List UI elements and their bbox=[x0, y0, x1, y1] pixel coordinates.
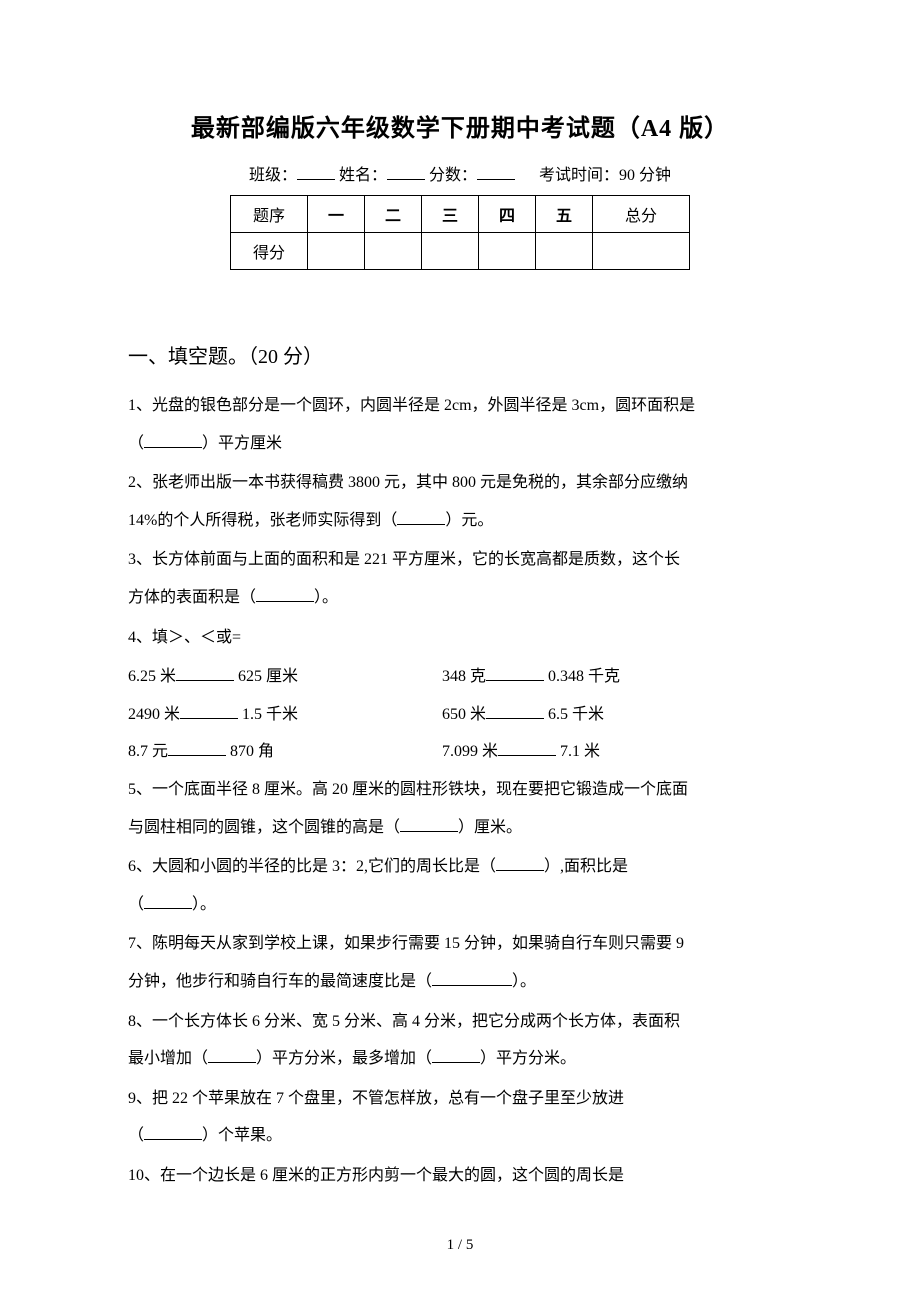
exam-title: 最新部编版六年级数学下册期中考试题（A4 版） bbox=[128, 108, 792, 143]
score-cell bbox=[536, 233, 593, 270]
question-2: 2、张老师出版一本书获得稿费 3800 元，其中 800 元是免税的，其余部分应… bbox=[128, 464, 792, 539]
q6-text-b: ）,面积比是 bbox=[544, 858, 628, 875]
q2-text-a: 2、张老师出版一本书获得稿费 3800 元，其中 800 元是免税的，其余部分应… bbox=[128, 474, 688, 491]
q4-blank bbox=[176, 680, 234, 681]
score-cell bbox=[421, 233, 478, 270]
score-label: 分数： bbox=[429, 167, 477, 184]
q6-blank-1 bbox=[496, 870, 544, 871]
q4-p3-l2: 870 角 bbox=[226, 743, 274, 760]
q8-text-c: ）平方分米，最多增加（ bbox=[256, 1050, 432, 1067]
section-one-title: 一、填空题。（20 分） bbox=[128, 340, 792, 369]
q4-p2-l2: 1.5 千米 bbox=[238, 706, 298, 723]
header-cell: 三 bbox=[421, 196, 478, 233]
page-number: 1 / 5 bbox=[0, 1237, 920, 1254]
score-row-label: 得分 bbox=[230, 233, 307, 270]
q3-text-c: ）。 bbox=[314, 589, 338, 606]
q4-p1-l2: 625 厘米 bbox=[234, 668, 298, 685]
q4-blank bbox=[486, 718, 544, 719]
q4-p2-r2: 6.5 千米 bbox=[544, 706, 604, 723]
score-cell bbox=[307, 233, 364, 270]
question-6: 6、大圆和小圆的半径的比是 3：2,它们的周长比是（ ）,面积比是 （ ）。 bbox=[128, 848, 792, 923]
q5-text-c: ）厘米。 bbox=[458, 819, 522, 836]
q4-blank bbox=[498, 755, 556, 756]
time-label: 考试时间：90 分钟 bbox=[539, 167, 671, 184]
q9-text-c: ）个苹果。 bbox=[202, 1127, 282, 1144]
q4-p3-r2: 7.1 米 bbox=[556, 743, 600, 760]
q10-text: 10、在一个边长是 6 厘米的正方形内剪一个最大的圆，这个圆的周长是 bbox=[128, 1167, 624, 1184]
q4-p2-r: 650 米 bbox=[442, 706, 486, 723]
q4-pair-row-1: 6.25 米 625 厘米 348 克 0.348 千克 bbox=[128, 658, 792, 696]
q5-text-b: 与圆柱相同的圆锥，这个圆锥的高是（ bbox=[128, 819, 400, 836]
q4-p1-l: 6.25 米 bbox=[128, 668, 176, 685]
header-cell: 五 bbox=[536, 196, 593, 233]
name-label: 姓名： bbox=[339, 167, 387, 184]
q4-p3-l: 8.7 元 bbox=[128, 743, 168, 760]
q2-text-c: ）元。 bbox=[445, 512, 493, 529]
q1-text-c: ）平方厘米 bbox=[202, 435, 282, 452]
q8-text-d: ）平方分米。 bbox=[480, 1050, 576, 1067]
q5-blank bbox=[400, 831, 458, 832]
header-cell: 题序 bbox=[230, 196, 307, 233]
name-blank bbox=[387, 162, 425, 180]
header-cell: 一 bbox=[307, 196, 364, 233]
q8-text-b: 最小增加（ bbox=[128, 1050, 208, 1067]
q4-p1-r: 348 克 bbox=[442, 668, 486, 685]
q4-p2-l: 2490 米 bbox=[128, 706, 180, 723]
score-blank bbox=[477, 162, 515, 180]
score-cell bbox=[364, 233, 421, 270]
q7-text-c: ）。 bbox=[512, 973, 536, 990]
class-blank bbox=[297, 162, 335, 180]
question-8: 8、一个长方体长 6 分米、宽 5 分米、高 4 分米，把它分成两个长方体，表面… bbox=[128, 1003, 792, 1078]
q8-blank-1 bbox=[208, 1062, 256, 1063]
q7-text-b: 分钟，他步行和骑自行车的最简速度比是（ bbox=[128, 973, 432, 990]
question-9: 9、把 22 个苹果放在 7 个盘里，不管怎样放，总有一个盘子里至少放进 （ ）个… bbox=[128, 1080, 792, 1155]
q4-pair-row-2: 2490 米 1.5 千米 650 米 6.5 千米 bbox=[128, 696, 792, 734]
score-cell bbox=[479, 233, 536, 270]
q1-text-a: 1、光盘的银色部分是一个圆环，内圆半径是 2cm，外圆半径是 3cm，圆环面积是 bbox=[128, 397, 695, 414]
q6-text-a: 6、大圆和小圆的半径的比是 3：2,它们的周长比是（ bbox=[128, 858, 496, 875]
header-cell: 二 bbox=[364, 196, 421, 233]
q1-text-b: （ bbox=[128, 435, 144, 452]
q2-text-b: 14%的个人所得税，张老师实际得到（ bbox=[128, 512, 397, 529]
q3-blank bbox=[256, 601, 314, 602]
header-cell: 四 bbox=[479, 196, 536, 233]
q7-text-a: 7、陈明每天从家到学校上课，如果步行需要 15 分钟，如果骑自行车则只需要 9 bbox=[128, 935, 684, 952]
q3-text-a: 3、长方体前面与上面的面积和是 221 平方厘米，它的长宽高都是质数，这个长 bbox=[128, 551, 680, 568]
class-label: 班级： bbox=[249, 167, 297, 184]
question-1: 1、光盘的银色部分是一个圆环，内圆半径是 2cm，外圆半径是 3cm，圆环面积是… bbox=[128, 387, 792, 462]
q9-blank bbox=[144, 1139, 202, 1140]
q4-p1-r2: 0.348 千克 bbox=[544, 668, 620, 685]
q8-text-a: 8、一个长方体长 6 分米、宽 5 分米、高 4 分米，把它分成两个长方体，表面… bbox=[128, 1013, 680, 1030]
q8-blank-2 bbox=[432, 1062, 480, 1063]
q9-text-b: （ bbox=[128, 1127, 144, 1144]
q3-text-b: 方体的表面积是（ bbox=[128, 589, 256, 606]
header-cell: 总分 bbox=[593, 196, 690, 233]
q4-blank bbox=[486, 680, 544, 681]
question-10: 10、在一个边长是 6 厘米的正方形内剪一个最大的圆，这个圆的周长是 bbox=[128, 1157, 792, 1195]
q9-text-a: 9、把 22 个苹果放在 7 个盘里，不管怎样放，总有一个盘子里至少放进 bbox=[128, 1090, 624, 1107]
q6-blank-2 bbox=[144, 908, 192, 909]
question-5: 5、一个底面半径 8 厘米。高 20 厘米的圆柱形铁块，现在要把它锻造成一个底面… bbox=[128, 771, 792, 846]
q4-text: 4、填＞、＜或= bbox=[128, 629, 241, 646]
table-header-row: 题序 一 二 三 四 五 总分 bbox=[230, 196, 689, 233]
table-score-row: 得分 bbox=[230, 233, 689, 270]
q4-blank bbox=[168, 755, 226, 756]
q5-text-a: 5、一个底面半径 8 厘米。高 20 厘米的圆柱形铁块，现在要把它锻造成一个底面 bbox=[128, 781, 688, 798]
q4-blank bbox=[180, 718, 238, 719]
score-table: 题序 一 二 三 四 五 总分 得分 bbox=[230, 195, 690, 270]
q6-text-d: ）。 bbox=[192, 896, 216, 913]
question-7: 7、陈明每天从家到学校上课，如果步行需要 15 分钟，如果骑自行车则只需要 9 … bbox=[128, 925, 792, 1000]
score-cell bbox=[593, 233, 690, 270]
q4-p3-r: 7.099 米 bbox=[442, 743, 498, 760]
q1-blank bbox=[144, 447, 202, 448]
q2-blank bbox=[397, 524, 445, 525]
exam-info-line: 班级： 姓名： 分数： 考试时间：90 分钟 bbox=[128, 161, 792, 185]
q4-pair-row-3: 8.7 元 870 角 7.099 米 7.1 米 bbox=[128, 733, 792, 771]
q6-text-c: （ bbox=[128, 896, 144, 913]
q7-blank bbox=[432, 985, 512, 986]
question-4: 4、填＞、＜或= bbox=[128, 619, 792, 657]
question-3: 3、长方体前面与上面的面积和是 221 平方厘米，它的长宽高都是质数，这个长 方… bbox=[128, 541, 792, 616]
